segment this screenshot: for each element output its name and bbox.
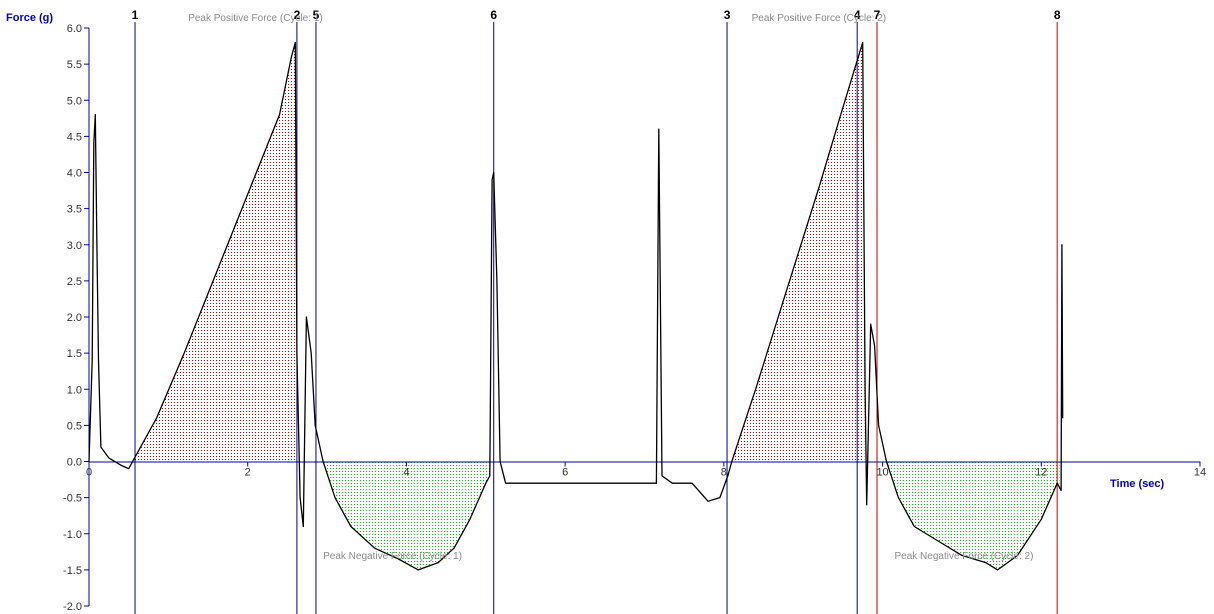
x-ticks: 0 2 4 6 8 10 12 14 (86, 461, 1206, 479)
cursor-label-5: 5 (313, 8, 320, 22)
x-tick-label: 6 (562, 467, 568, 479)
cursor-label-2: 2 (294, 8, 301, 22)
negative-area-cycle-1 (322, 457, 490, 570)
y-tick-label: 3.5 (67, 204, 82, 216)
peak-annotation-1: Peak Positive Force (Cycle: 1) (188, 13, 322, 24)
peak-annotation-4: Peak Negative Force (Cycle: 2) (894, 551, 1033, 562)
y-tick-label: -2.0 (63, 601, 82, 613)
x-tick-label: 12 (1035, 467, 1047, 479)
area-fills (135, 42, 1060, 570)
y-axis-title: Force (g) (6, 12, 53, 24)
y-tick-label: 0.5 (67, 420, 82, 432)
peak-annotation-2: Peak Positive Force (Cycle: 2) (752, 13, 887, 24)
x-tick-label: 14 (1194, 467, 1206, 479)
y-tick-label: 4.0 (67, 168, 82, 180)
force-trace-line (88, 41, 1064, 571)
cursor-label-4: 4 (854, 8, 861, 22)
y-tick-label: 1.0 (67, 384, 82, 396)
y-tick-label: 2.5 (67, 276, 82, 288)
cursor-label-3: 3 (724, 8, 731, 22)
x-tick-label: 10 (876, 467, 888, 479)
cursor-label-8: 8 (1054, 8, 1061, 22)
y-tick-label: 2.0 (67, 312, 82, 324)
y-tick-label: 4.5 (67, 131, 82, 143)
y-tick-label: 6.0 (67, 23, 82, 35)
y-ticks: 6.0 5.5 5.0 4.5 4.0 3.5 3.0 2.5 2.0 1.5 1.0 0.5 0.0 -… (63, 23, 89, 613)
x-tick-label: 4 (403, 467, 409, 479)
peak-annotations: Peak Positive Force (Cycle: 1) Peak Posit… (188, 13, 1033, 562)
y-tick-label: 5.0 (67, 95, 82, 107)
positive-area-cycle-1 (135, 42, 297, 462)
peak-annotation-3: Peak Negative Force (Cycle: 1) (323, 551, 462, 562)
cursor-label-7: 7 (874, 8, 881, 22)
y-tick-label: 5.5 (67, 59, 82, 71)
cursor-label-6: 6 (490, 8, 497, 22)
cursor-label-1: 1 (132, 8, 139, 22)
x-tick-label: 8 (721, 467, 727, 479)
y-tick-label: -1.5 (63, 565, 82, 577)
y-tick-label: -0.5 (63, 493, 82, 505)
x-tick-label: 0 (86, 467, 92, 479)
y-tick-label: 3.0 (67, 240, 82, 252)
x-tick-label: 2 (245, 467, 251, 479)
force-trace (88, 41, 1064, 571)
x-axis-title: Time (sec) (1110, 478, 1165, 490)
y-tick-label: 1.5 (67, 348, 82, 360)
negative-area-cycle-2 (884, 450, 1060, 570)
y-tick-label: 0.0 (67, 457, 82, 469)
y-tick-label: -1.0 (63, 529, 82, 541)
